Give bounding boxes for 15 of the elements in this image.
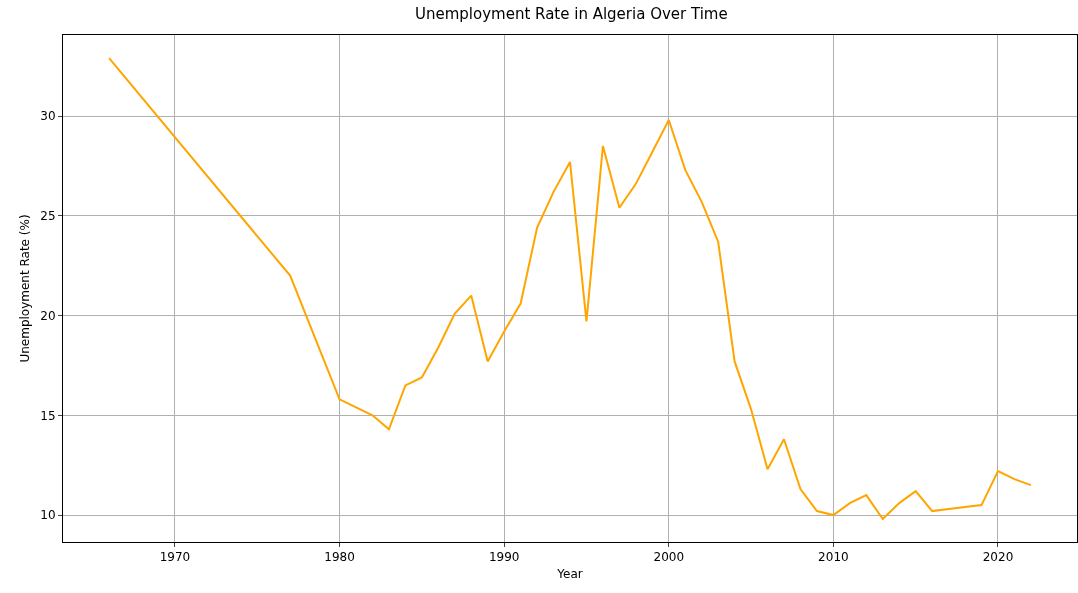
x-tick-label: 2000 [653, 550, 685, 565]
x-tick-label: 1990 [488, 550, 520, 565]
y-tick-label: 15 [40, 408, 56, 423]
line-series [108, 57, 1032, 521]
chart-title: Unemployment Rate in Algeria Over Time [414, 5, 728, 24]
y-axis-title: Unemployment Rate (%) [17, 214, 32, 363]
y-tick-label: 30 [40, 109, 56, 124]
y-tick-label: 10 [40, 508, 56, 523]
x-tick-label: 1970 [159, 550, 191, 565]
y-tick-label: 20 [40, 308, 56, 323]
y-tick-label: 25 [40, 208, 56, 223]
x-tick-label: 2020 [982, 550, 1014, 565]
x-axis-title: Year [556, 567, 583, 582]
x-tick-label: 2010 [818, 550, 849, 565]
x-tick-label: 1980 [324, 550, 355, 565]
